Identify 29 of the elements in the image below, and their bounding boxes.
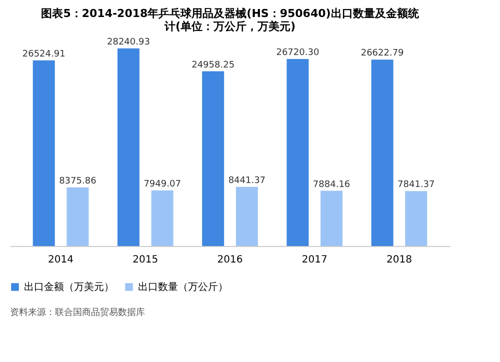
x-tick-label: 2016 <box>217 254 243 266</box>
bar <box>151 190 174 246</box>
data-label: 7841.37 <box>398 180 435 190</box>
x-tick-label: 2017 <box>302 254 328 266</box>
data-label: 28240.93 <box>106 37 150 48</box>
data-label: 24958.25 <box>192 60 235 70</box>
bar <box>371 60 394 246</box>
data-label: 26622.79 <box>360 48 404 59</box>
chart-title: 图表5：2014-2018年乒乓球用品及器械(HS：950640)出口数量及金额统计(单位：万公斤，万美元) <box>41 7 420 33</box>
bar <box>32 60 55 246</box>
data-label: 8441.37 <box>228 176 266 186</box>
bar <box>117 48 140 246</box>
bar <box>236 186 258 246</box>
bar <box>66 187 89 246</box>
legend-label: 出口金额（万美元） <box>24 281 114 293</box>
bar <box>202 71 224 246</box>
x-tick-label: 2015 <box>132 254 158 266</box>
data-label: 26524.91 <box>22 49 66 60</box>
bar <box>405 191 428 246</box>
data-label: 8375.86 <box>59 176 97 186</box>
data-label: 26720.30 <box>276 48 320 58</box>
legend-label: 出口数量（万公斤） <box>138 281 228 293</box>
data-label: 7884.16 <box>312 180 350 190</box>
text: 资料来源：联合国商品贸易数据库 <box>10 307 145 318</box>
x-tick-label: 2018 <box>386 254 412 266</box>
bar <box>286 58 309 246</box>
data-label: 7949.07 <box>144 179 181 190</box>
bar <box>320 190 343 246</box>
x-tick-label: 2014 <box>48 254 74 266</box>
